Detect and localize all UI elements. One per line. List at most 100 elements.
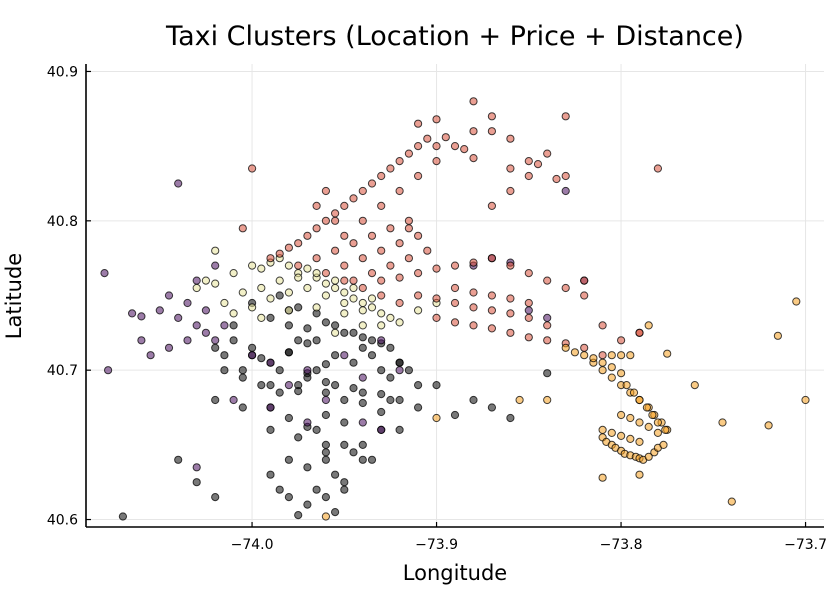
data-point [487, 324, 496, 333]
data-point [201, 276, 210, 285]
y-tick-label: 40.7 [47, 363, 78, 379]
data-point [312, 201, 321, 210]
data-point [607, 373, 616, 382]
cluster-series-orange [321, 297, 810, 521]
data-point [340, 276, 349, 285]
data-point [349, 358, 358, 367]
data-point [635, 470, 644, 479]
data-point [450, 261, 460, 270]
data-point [423, 134, 432, 143]
data-point [395, 157, 404, 166]
data-point [543, 369, 552, 378]
data-point [257, 313, 266, 322]
data-point [284, 306, 293, 315]
data-point [321, 388, 330, 397]
chart-title: Taxi Clusters (Location + Price + Distan… [165, 21, 744, 52]
data-point [386, 373, 395, 382]
data-point [266, 358, 275, 367]
data-point [340, 201, 349, 210]
data-point [524, 306, 533, 315]
data-point [395, 273, 404, 282]
data-point [524, 269, 533, 278]
data-point [395, 425, 404, 434]
data-point [266, 425, 275, 434]
data-point [284, 413, 293, 423]
data-point [349, 276, 358, 285]
data-point [174, 455, 183, 464]
data-point [543, 395, 552, 405]
data-point [617, 351, 626, 360]
data-point [312, 485, 321, 494]
data-point [331, 328, 340, 337]
data-point [275, 249, 284, 258]
y-ticks: 40.6 40.7 40.8 40.9 [47, 64, 91, 529]
data-point [469, 395, 478, 405]
data-point [506, 294, 515, 303]
data-point [349, 194, 358, 203]
data-point [229, 395, 238, 405]
data-point [506, 413, 515, 423]
data-point [349, 328, 358, 337]
data-point [386, 164, 395, 173]
cluster-series-purple [100, 179, 589, 472]
data-point [423, 246, 432, 255]
data-point [506, 261, 515, 270]
data-point [294, 303, 303, 312]
data-point [331, 246, 340, 255]
data-point [118, 512, 128, 521]
data-point [450, 318, 460, 327]
data-point [340, 351, 349, 360]
data-point [653, 164, 663, 173]
data-point [349, 448, 358, 457]
data-point [183, 298, 192, 308]
data-point [275, 485, 284, 494]
data-point [321, 279, 330, 288]
data-point [580, 276, 589, 285]
y-axis-label: Latitude [2, 253, 26, 339]
data-point [340, 328, 349, 337]
data-point [432, 413, 441, 423]
data-point [358, 306, 367, 315]
data-point [626, 413, 635, 423]
data-point [404, 216, 413, 225]
data-point [303, 373, 312, 382]
data-point [561, 283, 570, 293]
data-point [377, 425, 386, 434]
data-point [349, 239, 358, 248]
data-point [543, 313, 552, 322]
data-point [294, 510, 303, 520]
data-point [635, 418, 644, 427]
data-point [294, 261, 303, 270]
data-point [266, 254, 275, 263]
data-point [331, 351, 340, 360]
data-point [764, 421, 773, 430]
data-points [100, 97, 810, 521]
data-point [358, 398, 367, 408]
data-point [395, 298, 404, 308]
data-point [663, 349, 672, 358]
data-point [432, 313, 441, 322]
data-point [321, 395, 330, 405]
data-point [404, 366, 413, 375]
data-point [414, 403, 423, 412]
data-point [580, 343, 589, 352]
data-point [414, 231, 423, 240]
data-point [238, 403, 247, 412]
data-point [377, 201, 386, 210]
data-point [404, 254, 413, 263]
data-point [450, 410, 460, 420]
data-point [487, 201, 496, 210]
data-point [312, 425, 321, 434]
data-point [661, 425, 670, 434]
data-point [386, 224, 395, 233]
data-point [487, 112, 496, 121]
data-point [192, 463, 201, 472]
data-point [340, 298, 349, 308]
data-point [642, 403, 652, 412]
data-point [792, 297, 801, 306]
data-point [257, 264, 266, 273]
data-point [506, 328, 515, 337]
data-point [659, 440, 668, 449]
data-point [450, 283, 460, 293]
